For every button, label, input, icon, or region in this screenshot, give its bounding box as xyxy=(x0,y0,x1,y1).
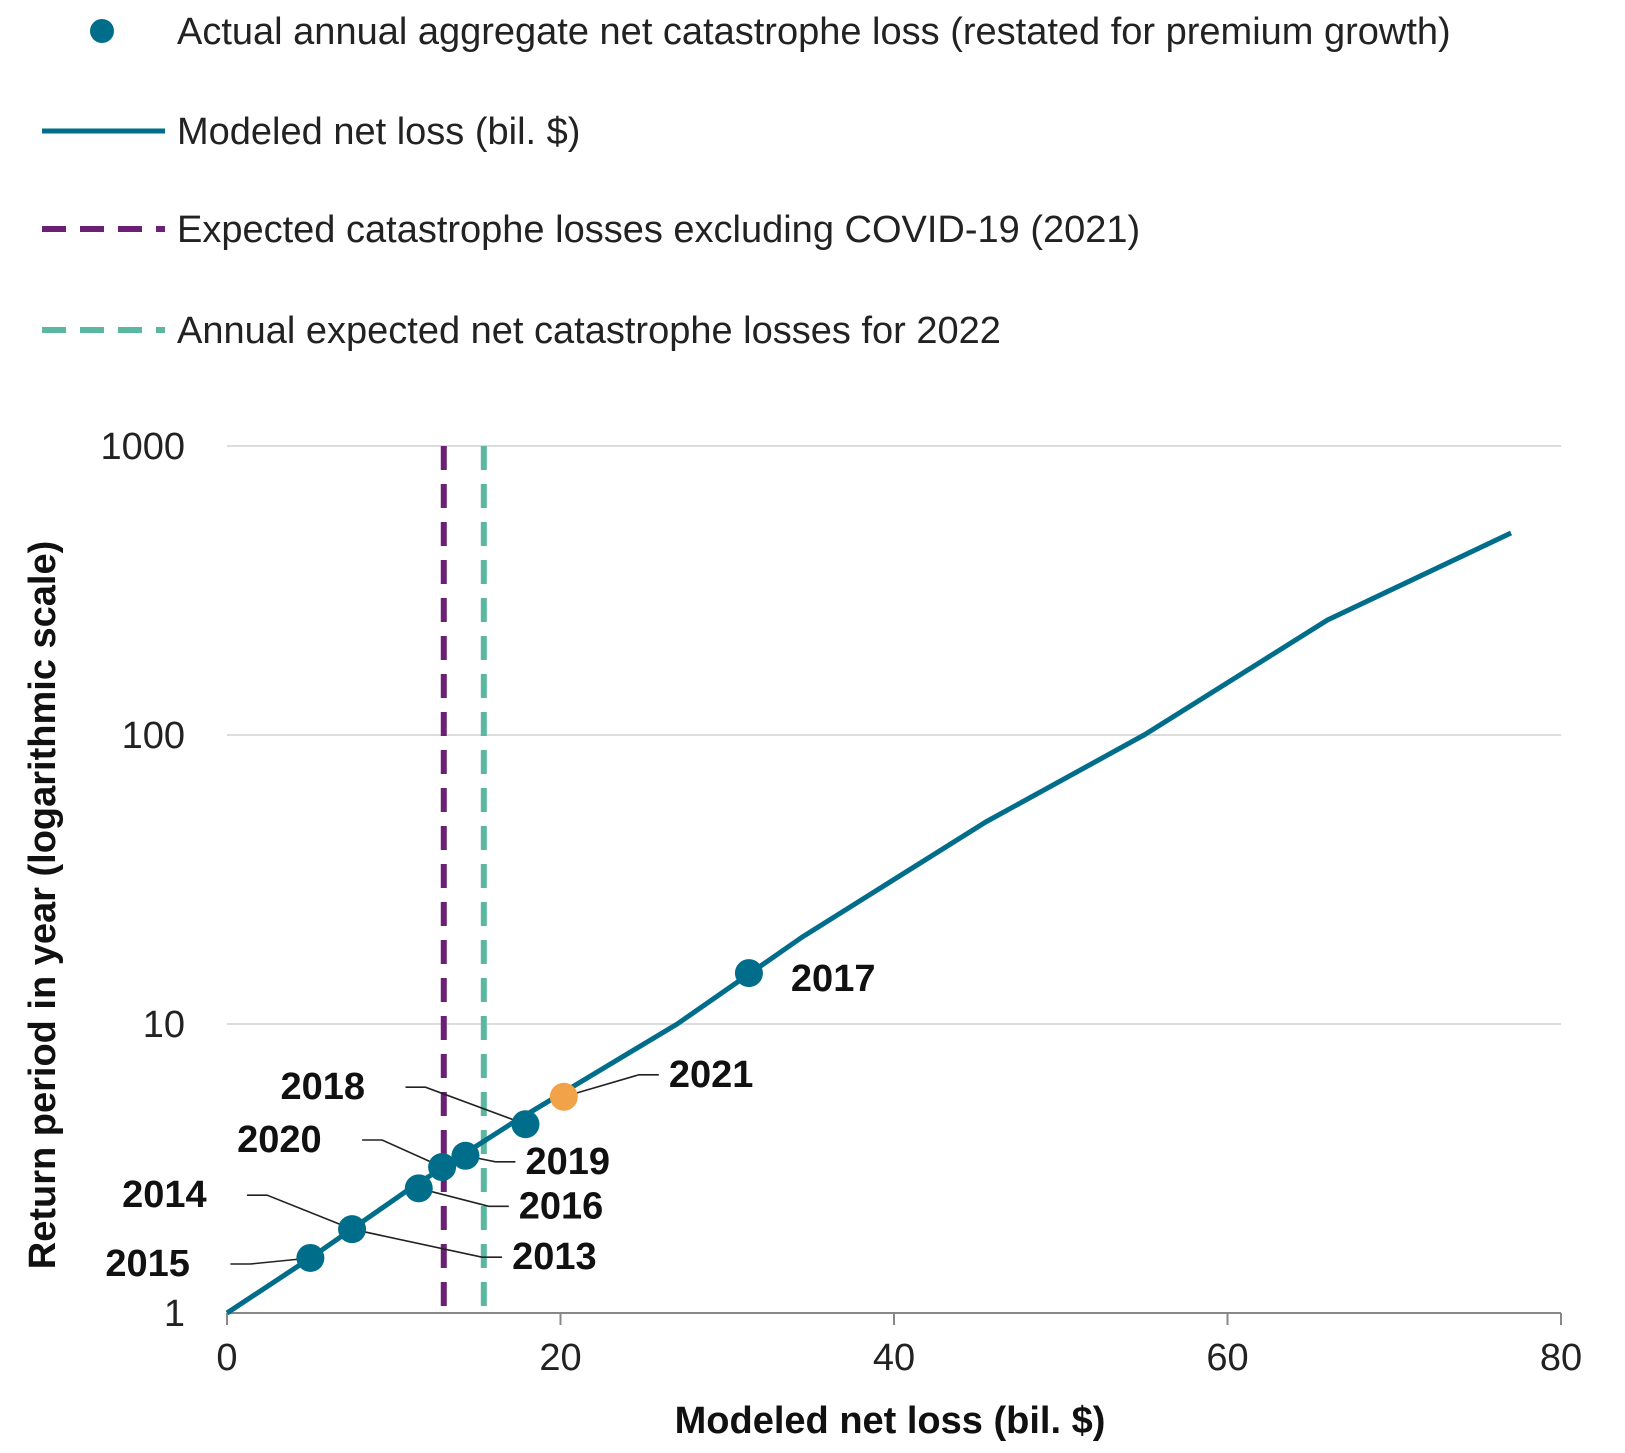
legend: Actual annual aggregate net catastrophe … xyxy=(42,11,1451,352)
leader-2016 xyxy=(418,1187,509,1208)
y-axis: 1 10 100 1000 xyxy=(100,426,185,1335)
point-label-2014: 2014 xyxy=(122,1174,207,1216)
x-axis-title: Modeled net loss (bil. $) xyxy=(675,1400,1106,1442)
point-2018 xyxy=(511,1110,540,1139)
point-label-2016: 2016 xyxy=(519,1185,604,1227)
point-2017 xyxy=(734,959,763,988)
data-points xyxy=(296,959,763,1272)
x-tick-label-20: 20 xyxy=(539,1337,581,1379)
point-2020 xyxy=(428,1153,457,1182)
legend-item-expected-2022: Annual expected net catastrophe losses f… xyxy=(42,310,1001,352)
point-label-2017: 2017 xyxy=(791,958,876,1000)
x-tick-label-80: 80 xyxy=(1540,1337,1582,1379)
leader-2015 xyxy=(230,1257,311,1265)
leader-2013 xyxy=(351,1228,503,1258)
leader-2014 xyxy=(247,1194,353,1230)
point-label-2013: 2013 xyxy=(512,1236,597,1278)
x-axis: 0 20 40 60 80 xyxy=(216,1312,1582,1379)
leader-2018 xyxy=(405,1086,526,1125)
point-label-2021: 2021 xyxy=(669,1054,754,1096)
x-tick-label-40: 40 xyxy=(873,1337,915,1379)
point-2014 xyxy=(338,1215,367,1244)
legend-label-modeled: Modeled net loss (bil. $) xyxy=(177,111,580,153)
y-tick-label-10: 10 xyxy=(143,1004,185,1046)
legend-item-actual: Actual annual aggregate net catastrophe … xyxy=(90,11,1451,53)
point-label-2019: 2019 xyxy=(525,1141,610,1183)
legend-label-actual: Actual annual aggregate net catastrophe … xyxy=(177,11,1451,53)
point-label-2015: 2015 xyxy=(105,1243,190,1285)
y-tick-label-1: 1 xyxy=(164,1293,185,1335)
point-labels: 2015 2014 2013 2016 2020 2019 2018 2021 2017 xyxy=(105,958,875,1285)
legend-label-expected-2021: Expected catastrophe losses excluding CO… xyxy=(177,209,1140,251)
point-2016 xyxy=(404,1174,433,1203)
legend-label-expected-2022: Annual expected net catastrophe losses f… xyxy=(177,310,1001,352)
legend-item-expected-2021: Expected catastrophe losses excluding CO… xyxy=(42,209,1140,251)
point-2015 xyxy=(296,1243,325,1272)
point-label-2018: 2018 xyxy=(280,1066,365,1108)
legend-dot-marker xyxy=(90,19,114,43)
leader-2020 xyxy=(362,1139,443,1168)
y-axis-title: Return period in year (logarithmic scale… xyxy=(22,541,64,1270)
point-2021 xyxy=(549,1082,578,1111)
gridlines xyxy=(227,445,1561,1025)
y-tick-label-100: 100 xyxy=(122,715,185,757)
point-2019 xyxy=(451,1141,480,1170)
y-tick-label-1000: 1000 xyxy=(100,426,185,468)
x-tick-label-60: 60 xyxy=(1206,1337,1248,1379)
vertical-reference-lines xyxy=(440,446,487,1313)
leader-2021 xyxy=(563,1073,659,1098)
modeled-net-loss-line xyxy=(225,530,1513,1316)
point-label-2020: 2020 xyxy=(237,1119,322,1161)
legend-item-modeled: Modeled net loss (bil. $) xyxy=(42,111,580,153)
x-tick-label-0: 0 xyxy=(216,1337,237,1379)
